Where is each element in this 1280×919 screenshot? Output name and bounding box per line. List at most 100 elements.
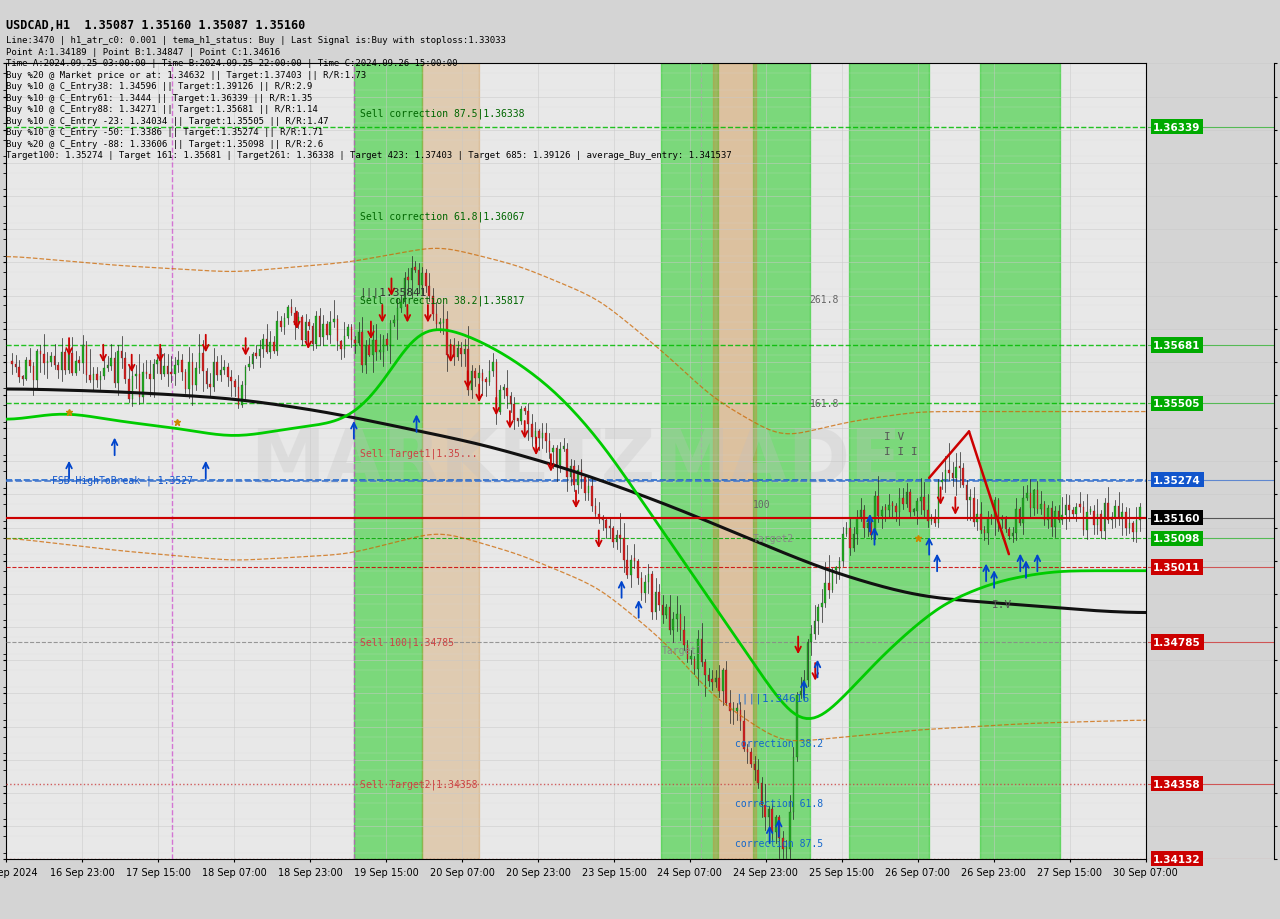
Bar — [372, 341, 374, 356]
Bar — [499, 391, 500, 413]
Bar — [100, 377, 101, 380]
Text: Sell correction 61.8|1.36067: Sell correction 61.8|1.36067 — [360, 211, 524, 221]
Bar — [421, 274, 422, 286]
Bar — [713, 64, 756, 859]
Bar — [1071, 511, 1074, 515]
Bar — [82, 346, 83, 364]
Bar — [952, 474, 954, 478]
Text: Buy %10 @ C_Entry88: 1.34271 || Target:1.35681 || R/R:1.14: Buy %10 @ C_Entry88: 1.34271 || Target:1… — [6, 105, 319, 114]
Bar — [987, 518, 988, 534]
Bar — [96, 374, 97, 380]
Bar — [447, 320, 448, 356]
Bar — [892, 504, 893, 506]
Bar — [746, 750, 749, 753]
Bar — [40, 352, 41, 355]
Bar — [591, 486, 593, 506]
Bar — [1135, 520, 1137, 532]
Text: I.V: I.V — [992, 599, 1012, 609]
Bar — [850, 64, 929, 859]
Bar — [503, 388, 504, 391]
Text: I V: I V — [883, 432, 904, 442]
Bar — [786, 846, 787, 849]
Bar — [535, 431, 536, 437]
Bar — [255, 354, 257, 357]
Bar — [315, 316, 317, 345]
Bar — [227, 368, 229, 378]
Bar — [916, 501, 918, 511]
Bar — [570, 467, 571, 477]
Bar — [397, 309, 398, 321]
Bar — [718, 678, 719, 692]
Bar — [832, 571, 833, 590]
Bar — [337, 320, 338, 342]
Bar — [495, 362, 497, 413]
Bar — [1139, 508, 1140, 520]
Bar — [1079, 505, 1080, 507]
Text: Buy %10 @ C_Entry38: 1.34596 || Target:1.39126 || R/R:2.9: Buy %10 @ C_Entry38: 1.34596 || Target:1… — [6, 82, 312, 91]
Bar — [124, 359, 125, 380]
Bar — [927, 510, 928, 521]
Bar — [407, 278, 408, 280]
Bar — [937, 482, 940, 523]
Bar — [1015, 509, 1016, 534]
Bar — [1019, 509, 1020, 524]
Bar — [351, 327, 352, 340]
Bar — [389, 323, 392, 346]
Bar — [284, 319, 285, 327]
Bar — [527, 412, 529, 425]
Bar — [995, 501, 996, 518]
Bar — [637, 562, 639, 578]
Bar — [598, 515, 600, 519]
Bar — [489, 371, 490, 382]
Bar — [736, 709, 737, 710]
Bar — [485, 380, 486, 382]
Bar — [415, 268, 416, 271]
Bar — [1107, 504, 1108, 520]
Bar — [471, 372, 472, 391]
Bar — [612, 528, 614, 542]
Bar — [36, 352, 37, 380]
Text: 100: 100 — [753, 500, 771, 510]
Bar — [753, 64, 809, 859]
Text: 1.34132: 1.34132 — [1153, 854, 1201, 864]
Bar — [573, 467, 575, 485]
Bar — [690, 656, 691, 659]
Bar — [72, 354, 73, 374]
Bar — [457, 348, 458, 357]
Bar — [425, 274, 426, 287]
Bar — [620, 535, 621, 539]
Bar — [559, 449, 561, 465]
Bar — [86, 346, 87, 376]
Bar — [198, 353, 200, 369]
Bar — [1069, 505, 1070, 511]
Bar — [142, 373, 143, 397]
Bar — [166, 367, 169, 374]
Text: Buy %10 @ C_Entry61: 1.3444 || Target:1.36339 || R/R:1.35: Buy %10 @ C_Entry61: 1.3444 || Target:1.… — [6, 94, 312, 103]
Bar — [895, 506, 897, 512]
Bar — [605, 520, 607, 528]
Text: ||||1.34616: ||||1.34616 — [736, 693, 810, 704]
Text: Sell Target2|1.34358: Sell Target2|1.34358 — [360, 778, 477, 789]
Text: 1.35274: 1.35274 — [1153, 475, 1201, 485]
Bar — [644, 583, 645, 594]
Text: Line:3470 | h1_atr_c0: 0.001 | tema_h1_status: Buy | Last Signal is:Buy with sto: Line:3470 | h1_atr_c0: 0.001 | tema_h1_s… — [6, 36, 507, 45]
Bar — [1041, 505, 1042, 509]
Text: Buy %20 @ C_Entry -88: 1.33606 || Target:1.35098 || R/R:2.6: Buy %20 @ C_Entry -88: 1.33606 || Target… — [6, 140, 324, 149]
Bar — [1101, 515, 1102, 531]
Bar — [433, 297, 434, 314]
Bar — [507, 388, 508, 396]
Bar — [1125, 512, 1126, 528]
Text: 1.35505: 1.35505 — [1153, 399, 1201, 409]
Bar — [913, 509, 914, 512]
Bar — [269, 343, 271, 352]
Bar — [188, 363, 189, 390]
Bar — [417, 271, 420, 286]
Bar — [1065, 505, 1066, 515]
Bar — [676, 614, 677, 619]
Text: 1.36339: 1.36339 — [1153, 122, 1201, 132]
Bar — [640, 578, 643, 594]
Bar — [54, 357, 55, 365]
Text: 261.8: 261.8 — [809, 294, 838, 304]
Bar — [453, 346, 454, 357]
Bar — [358, 333, 360, 344]
